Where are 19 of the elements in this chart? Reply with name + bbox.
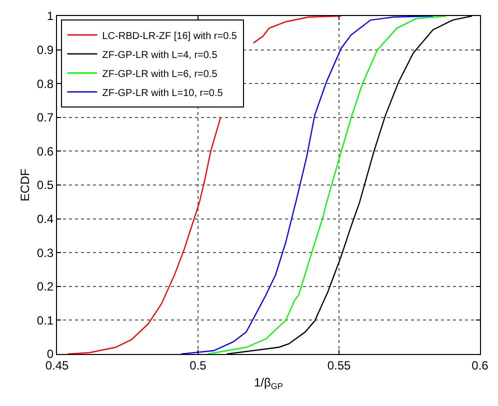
y-tick-label: 0.5 [36, 178, 54, 192]
y-tick-label: 0.1 [36, 313, 54, 328]
legend-label: ZF-GP-LR with L=6, r=0.5 [102, 68, 218, 80]
y-tick-label: 0.7 [36, 110, 54, 125]
legend-label: ZF-GP-LR with L=10, r=0.5 [102, 88, 224, 99]
y-axis-title: ECDF [18, 168, 32, 202]
y-tick-label: 1 [46, 9, 54, 24]
y-tick-label: 0.8 [36, 76, 54, 91]
legend-label: LC-RBD-LR-ZF [16] with r=0.5 [102, 30, 238, 42]
y-tick-label: 0.9 [36, 43, 54, 57]
x-axis-title: 1/β$_{GP}$ [254, 375, 284, 391]
y-tick-label: 0.6 [36, 144, 54, 158]
x-tick-label: 0.6 [472, 358, 489, 372]
y-tick-label: 0.3 [36, 246, 54, 260]
x-tick-label: 0.55 [327, 358, 351, 372]
y-tick-label: 0.4 [36, 212, 54, 226]
legend-label: ZF-GP-LR with L=4, r=0.5 [102, 50, 218, 61]
x-tick-label: 0.5 [190, 358, 207, 372]
y-tick-label: 0.2 [36, 280, 54, 294]
